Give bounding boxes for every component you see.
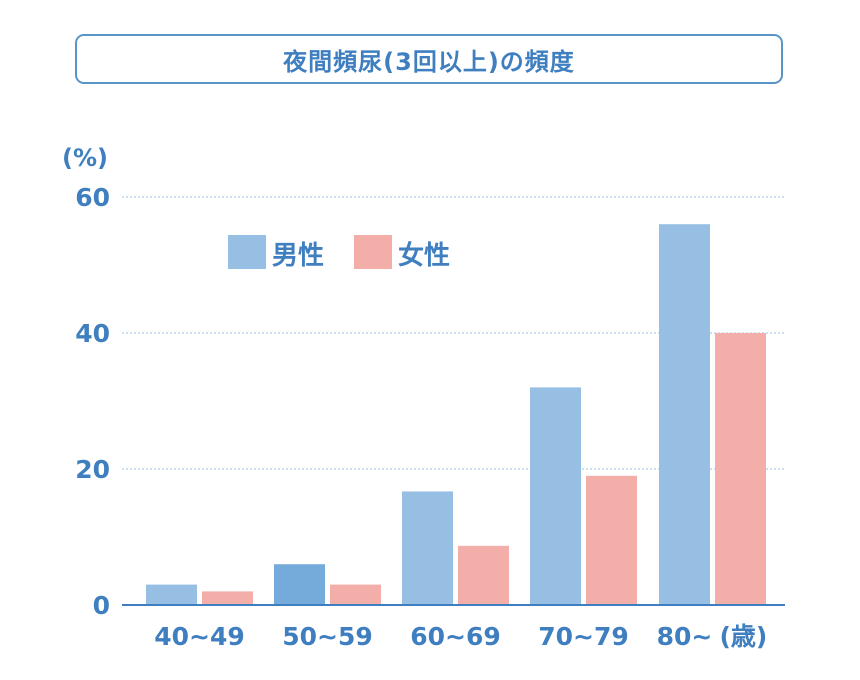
- x-tick-label: 70~79: [538, 622, 629, 651]
- y-axis-unit: (%): [62, 144, 108, 172]
- x-tick-labels: 40~49 50~59 60~69 70~79 80~ (歳): [154, 622, 767, 651]
- x-axis-unit: (歳): [720, 622, 768, 651]
- bar-male-2: [402, 491, 453, 605]
- y-tick-label: 0: [93, 591, 110, 620]
- legend-swatch-female: [354, 235, 392, 269]
- legend: 男性 女性: [228, 235, 450, 271]
- y-tick-label: 20: [75, 455, 110, 484]
- legend-label-male: 男性: [272, 241, 324, 271]
- y-tick-label: 60: [75, 183, 110, 212]
- legend-swatch-male: [228, 235, 266, 269]
- bar-male-3: [530, 387, 581, 605]
- y-tick-label: 40: [75, 319, 110, 348]
- bar-female-1: [330, 584, 381, 605]
- y-tick-labels: 0 20 40 60: [75, 183, 110, 620]
- x-tick-label: 40~49: [154, 622, 245, 651]
- bar-female-0: [202, 591, 253, 605]
- bar-female-2: [458, 545, 509, 605]
- x-tick-label: 80~: [657, 622, 713, 651]
- x-tick-label: 50~59: [282, 622, 373, 651]
- chart-title: 夜間頻尿(3回以上)の頻度: [75, 34, 783, 84]
- bar-male-1: [274, 564, 325, 605]
- bar-male-4: [659, 224, 710, 605]
- x-tick-label: 60~69: [410, 622, 501, 651]
- bar-female-4: [715, 333, 766, 605]
- bars: [146, 224, 766, 605]
- bar-male-0: [146, 584, 197, 605]
- bar-female-3: [586, 475, 637, 605]
- legend-label-female: 女性: [398, 240, 450, 271]
